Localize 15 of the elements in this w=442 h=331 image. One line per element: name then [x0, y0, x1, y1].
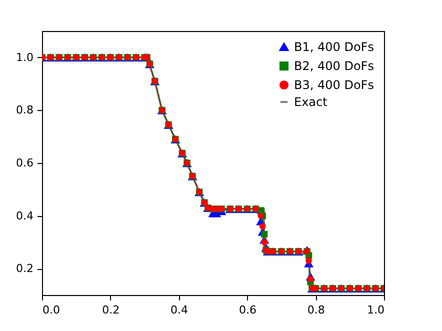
legend-label: B3, 400 DoFs [294, 78, 374, 92]
y-tick-label: 0.2 [16, 262, 34, 276]
legend-label: Exact [294, 95, 328, 109]
legend-label: B2, 400 DoFs [294, 59, 374, 73]
y-tick-label: 0.4 [16, 209, 34, 222]
x-tick-label: 0.8 [307, 304, 325, 316]
x-tick-label: 0.0 [42, 304, 60, 316]
y-tick-label: 1.0 [16, 50, 34, 64]
y-tick-label: 0.8 [16, 104, 34, 117]
y-tick-label: 0.6 [16, 156, 34, 170]
x-tick-label: 0.2 [102, 304, 120, 316]
x-tick-label: 1.0 [367, 304, 384, 316]
x-tick-label: 0.6 [238, 304, 256, 316]
x-tick-label: 0.4 [170, 304, 188, 316]
legend-label: B1, 400 DoFs [294, 40, 374, 54]
